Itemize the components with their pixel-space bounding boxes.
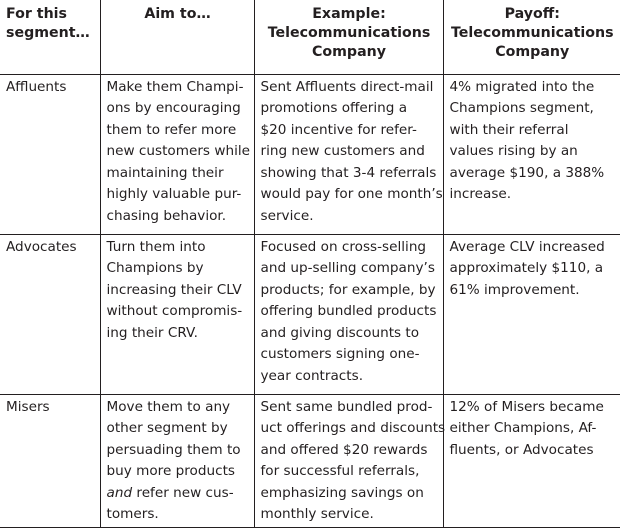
aim-line: other segment by [106, 420, 228, 436]
aim-line: Move them to any [106, 398, 231, 415]
header-segment-line: For this [6, 6, 67, 22]
payoff-line: either Champions, Af- [449, 420, 597, 436]
aim-line: chasing behavior. [106, 207, 227, 224]
example-line: and up-selling company’s [260, 260, 435, 276]
example-line: promotions offering a [260, 100, 408, 116]
table-row: Misers Move them to any other segment by… [0, 394, 620, 528]
payoff-line: values rising by an [449, 143, 578, 159]
example-line: Sent same bundled prod- [260, 398, 433, 415]
header-row: For this segment… Aim to… Example: Telec… [0, 0, 620, 75]
aim-line: Make them Champi- [106, 78, 244, 95]
example-line: and offered $20 rewards [260, 441, 428, 458]
aim-line: without compromis- [106, 303, 243, 319]
payoff-line: with their referral [449, 121, 569, 138]
example-line: Sent Affluents direct-mail [260, 78, 434, 95]
table-row: Affluents Make them Champi- ons by encou… [0, 74, 620, 235]
example-cell: Sent Affluents direct-mail promotions of… [253, 74, 443, 235]
example-line: emphasizing savings on [260, 484, 424, 501]
header-payoff-line: Payoff: [504, 6, 560, 22]
segment-cell: Affluents [0, 74, 100, 235]
header-aim-line: Aim to… [144, 6, 211, 22]
aim-line: Turn them into [106, 238, 206, 255]
payoff-line: increase. [449, 186, 512, 202]
header-payoff-line: Telecommunications [450, 25, 614, 41]
payoff-line: approximately $110, a [449, 260, 604, 276]
header-example-line: Company [311, 44, 387, 60]
segment-cell: Advocates [0, 234, 100, 395]
aim-emphasis: and [106, 484, 133, 501]
aim-line: highly valuable pur- [106, 186, 242, 202]
example-cell: Sent same bundled prod- uct offerings an… [253, 394, 446, 528]
aim-cell: Make them Champi- ons by encouraging the… [99, 74, 254, 235]
aim-line: Champions by [106, 260, 204, 276]
example-line: would pay for one month’s [260, 186, 443, 202]
example-line: uct offerings and discounts [260, 420, 446, 436]
aim-line: ing their CRV. [106, 324, 198, 341]
payoff-line: average $190, a 388% [449, 164, 605, 181]
aim-line: ons by encouraging [106, 100, 241, 116]
segment-name: Advocates [6, 238, 77, 255]
aim-line: and refer new cus- [107, 483, 249, 505]
aim-line: increasing their CLV [106, 281, 242, 298]
segment-name: Affluents [6, 78, 67, 95]
example-line: $20 incentive for refer- [260, 121, 417, 138]
example-cell: Focused on cross-selling and up-selling … [253, 234, 443, 395]
header-payoff-line: Company [495, 44, 570, 60]
aim-line: buy more products [106, 463, 236, 479]
table-row: Advocates Turn them into Champions by in… [0, 234, 620, 395]
segment-name: Misers [6, 398, 50, 415]
example-line: monthly service. [260, 506, 374, 522]
example-line: offering bundled products [260, 303, 437, 319]
example-line: showing that 3-4 referrals [260, 164, 437, 181]
payoff-cell: 12% of Misers became either Champions, A… [442, 394, 620, 528]
aim-line: maintaining their [106, 164, 224, 181]
header-example-line: Example: [312, 6, 386, 22]
aim-line-rest: refer new cus- [132, 484, 234, 501]
segment-cell: Misers [0, 394, 100, 528]
payoff-cell: Average CLV increased approximately $110… [442, 234, 620, 395]
payoff-line: Champions segment, [449, 100, 594, 116]
example-line: customers signing one- [260, 346, 420, 362]
example-line: service. [260, 207, 314, 224]
aim-cell: Turn them into Champions by increasing t… [99, 234, 254, 395]
payoff-line: fluents, or Advocates [449, 441, 594, 458]
example-line: for successful referrals, [260, 463, 420, 479]
example-line: Focused on cross-selling [260, 238, 427, 255]
example-line: year contracts. [260, 367, 364, 384]
payoff-line: 12% of Misers became [449, 398, 604, 415]
header-example: Example: Telecommunications Company [253, 0, 443, 75]
payoff-line: 4% migrated into the [449, 78, 595, 95]
aim-line: tomers. [106, 506, 159, 522]
header-payoff: Payoff: Telecommunications Company [442, 0, 620, 75]
aim-cell: Move them to any other segment by persua… [99, 394, 254, 528]
aim-line: new customers while [106, 143, 251, 159]
example-line: products; for example, by [260, 281, 436, 298]
aim-line: them to refer more [106, 121, 237, 138]
example-line: and giving discounts to [260, 324, 420, 341]
payoff-cell: 4% migrated into the Champions segment, … [442, 74, 620, 235]
payoff-line: 61% improvement. [449, 281, 580, 298]
header-segment: For this segment… [0, 0, 100, 75]
example-line: ring new customers and [260, 143, 425, 159]
aim-line: persuading them to [106, 441, 241, 458]
header-aim: Aim to… [99, 0, 254, 75]
payoff-line: Average CLV increased [449, 238, 605, 255]
header-example-line: Telecommunications [267, 25, 431, 41]
header-segment-line: segment… [6, 25, 90, 41]
